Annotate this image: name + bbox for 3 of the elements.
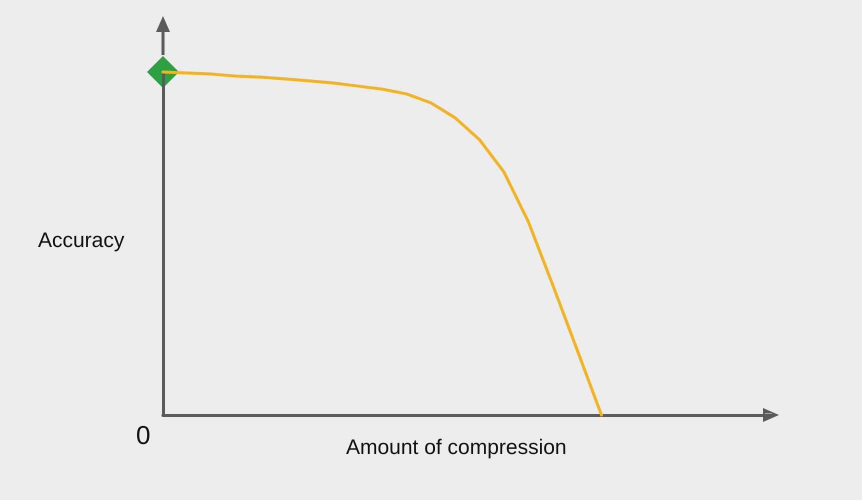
y-axis-title: Accuracy: [38, 229, 125, 252]
x-axis-title: Amount of compression: [346, 436, 567, 459]
text: 0: [136, 420, 150, 450]
